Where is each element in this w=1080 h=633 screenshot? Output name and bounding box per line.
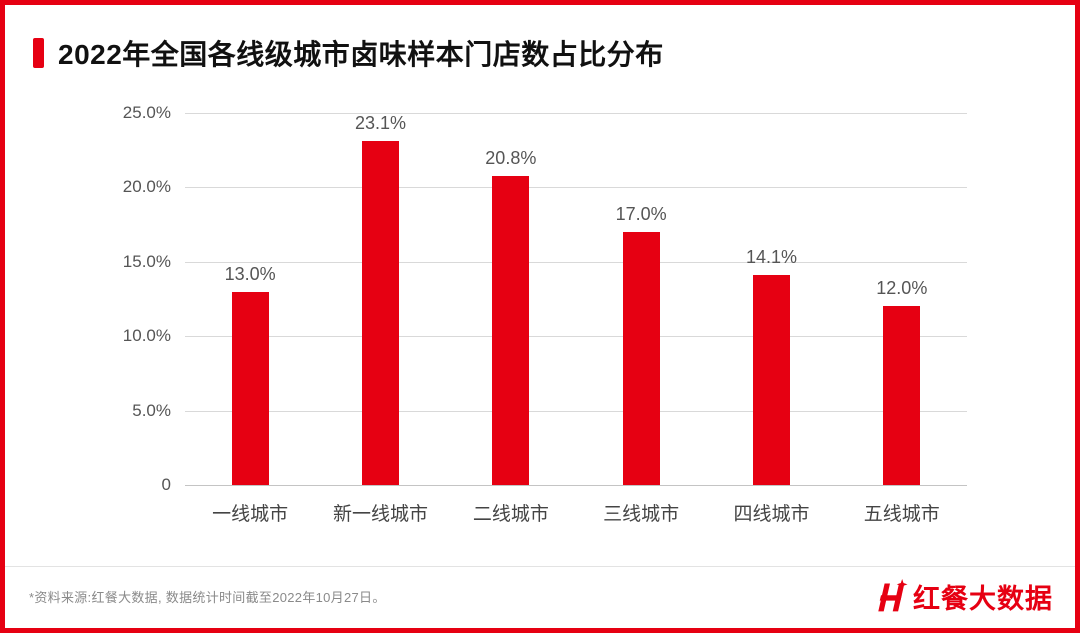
bar-value-label: 12.0% xyxy=(876,278,928,299)
bar xyxy=(622,232,660,485)
y-tick-label: 5.0% xyxy=(132,400,171,420)
gridline xyxy=(185,410,967,412)
bar-value-label: 14.1% xyxy=(745,247,797,268)
y-tick-label: 10.0% xyxy=(122,326,171,346)
y-tick-label: 0 xyxy=(161,475,171,494)
bar xyxy=(361,141,399,485)
title-row: 2022年全国各线级城市卤味样本门店数占比分布 xyxy=(5,5,1075,73)
gridline xyxy=(185,336,967,338)
gridline xyxy=(185,261,967,263)
gridline xyxy=(185,485,967,486)
bar-value-label: 23.1% xyxy=(354,113,407,134)
bar-value-label: 13.0% xyxy=(224,263,276,284)
x-labels: 一线城市 新一线城市 二线城市 三线城市 四线城市 五线城市 xyxy=(185,499,967,526)
bar-value-label: 17.0% xyxy=(615,204,667,225)
title-accent-marker xyxy=(33,38,44,68)
bar xyxy=(883,306,921,485)
bar-columns: 13.0% 23.1% 20.8% 17.0% 14.1% 12.0% xyxy=(185,113,967,485)
footer: *资料来源:红餐大数据, 数据统计时间截至2022年10月27日。 红餐大数据 xyxy=(5,566,1075,628)
x-axis-label: 四线城市 xyxy=(733,504,810,525)
bar-value-label: 20.8% xyxy=(485,147,537,168)
gridline xyxy=(185,187,967,189)
source-note: *资料来源:红餐大数据, 数据统计时间截至2022年10月27日。 xyxy=(29,590,386,605)
x-axis-label: 一线城市 xyxy=(212,504,289,525)
bar-column: 23.1% xyxy=(315,113,445,485)
bar-column: 20.8% xyxy=(446,113,576,485)
bar-column: 17.0% xyxy=(576,113,706,485)
y-tick-label: 25.0% xyxy=(122,103,171,122)
bar xyxy=(492,175,530,485)
x-axis-label: 二线城市 xyxy=(472,504,549,525)
bar-column: 14.1% xyxy=(706,113,836,485)
brand-h-icon xyxy=(872,578,908,615)
x-axis-label: 三线城市 xyxy=(603,504,680,525)
bar xyxy=(752,275,790,485)
bar-column: 13.0% xyxy=(185,113,315,485)
plot-area: 25.0% 20.0% 15.0% 10.0% 5.0% 0 13.0% 23.1% 20.8%… xyxy=(123,103,967,494)
bar-column: 12.0% xyxy=(837,113,967,485)
page-title: 2022年全国各线级城市卤味样本门店数占比分布 xyxy=(58,39,664,70)
y-tick-label: 20.0% xyxy=(122,177,171,197)
brand-logo-text: 红餐大数据 xyxy=(913,584,1053,614)
y-tick-label: 15.0% xyxy=(122,251,171,271)
bar-chart: 25.0% 20.0% 15.0% 10.0% 5.0% 0 13.0% 23.1% 20.8%… xyxy=(113,103,967,526)
x-axis-label: 新一线城市 xyxy=(332,504,428,525)
brand-logo: 红餐大数据 xyxy=(872,577,1053,616)
bar xyxy=(231,291,269,485)
x-axis-label: 五线城市 xyxy=(863,504,940,525)
gridline xyxy=(185,113,967,114)
